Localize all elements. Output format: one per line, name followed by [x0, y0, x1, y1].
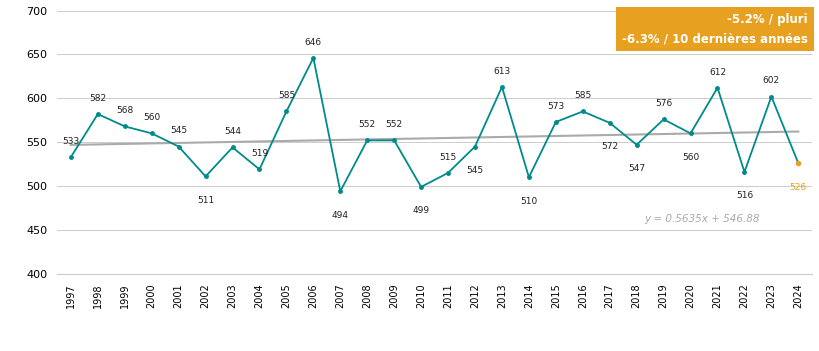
- Text: 560: 560: [681, 153, 699, 162]
- Text: 552: 552: [385, 120, 402, 129]
- Text: 572: 572: [600, 142, 618, 151]
- Text: 613: 613: [493, 67, 510, 76]
- Text: 585: 585: [278, 91, 295, 100]
- Text: 494: 494: [332, 211, 348, 220]
- Text: 516: 516: [735, 191, 752, 200]
- Text: 646: 646: [305, 38, 322, 47]
- Text: 573: 573: [546, 102, 563, 111]
- Text: 547: 547: [627, 164, 645, 173]
- Text: 544: 544: [224, 127, 241, 136]
- Text: 519: 519: [251, 149, 268, 158]
- Text: 511: 511: [197, 196, 214, 205]
- Text: 576: 576: [654, 99, 672, 108]
- Text: 533: 533: [62, 137, 79, 146]
- Text: 526: 526: [789, 183, 806, 192]
- Text: 612: 612: [708, 68, 725, 77]
- Text: 552: 552: [358, 120, 375, 129]
- Text: 515: 515: [439, 153, 456, 162]
- Text: 585: 585: [573, 91, 590, 100]
- Text: -5.2% / pluri
-6.3% / 10 dernières années: -5.2% / pluri -6.3% / 10 dernières année…: [622, 13, 807, 45]
- Text: 568: 568: [116, 106, 133, 115]
- Text: 545: 545: [466, 166, 483, 175]
- Text: 602: 602: [762, 77, 779, 85]
- Text: 560: 560: [143, 113, 161, 122]
- Text: 510: 510: [519, 197, 537, 206]
- Text: y = 0.5635x + 546.88: y = 0.5635x + 546.88: [644, 214, 759, 224]
- Text: 499: 499: [412, 206, 429, 216]
- Text: 582: 582: [89, 94, 106, 103]
- Text: 545: 545: [170, 126, 187, 135]
